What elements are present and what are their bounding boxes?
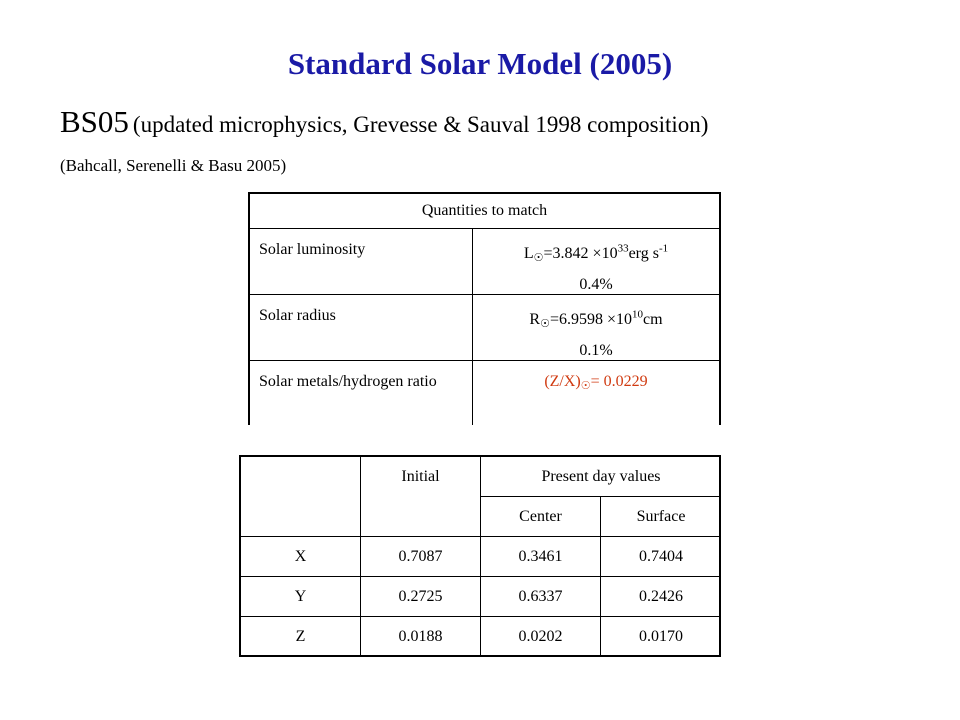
row-uncertainty: 0.4% bbox=[579, 276, 613, 293]
model-description: (updated microphysics, Grevesse & Sauval… bbox=[132, 112, 709, 137]
row-element: Z bbox=[295, 628, 306, 645]
grid-line bbox=[241, 616, 721, 617]
row-center: 0.6337 bbox=[518, 588, 563, 605]
row-surface: 0.0170 bbox=[639, 628, 683, 645]
abundance-table: Initial Present day values Center Surfac… bbox=[239, 455, 721, 657]
row-label: Solar radius bbox=[259, 307, 336, 324]
model-name: BS05 bbox=[60, 104, 129, 139]
row-uncertainty: 0.1% bbox=[579, 342, 613, 359]
header-center: Center bbox=[519, 508, 562, 525]
row-center: 0.3461 bbox=[518, 548, 563, 565]
row-element: X bbox=[294, 548, 307, 565]
row-value: (Z/X)☉= 0.0229 bbox=[544, 373, 648, 392]
table-header: Quantities to match bbox=[250, 194, 719, 229]
row-label: Solar luminosity bbox=[259, 241, 366, 258]
sun-symbol-icon: ☉ bbox=[533, 252, 544, 264]
column-divider bbox=[472, 229, 473, 425]
grid-line bbox=[480, 496, 721, 497]
model-subtitle: BS05 (updated microphysics, Grevesse & S… bbox=[60, 104, 708, 140]
row-element: Y bbox=[294, 588, 307, 605]
citation: (Bahcall, Serenelli & Basu 2005) bbox=[60, 156, 287, 175]
row-initial: 0.2725 bbox=[398, 588, 443, 605]
row-initial: 0.0188 bbox=[398, 628, 443, 645]
grid-line bbox=[360, 457, 361, 655]
row-center: 0.0202 bbox=[518, 628, 563, 645]
grid-line bbox=[241, 536, 721, 537]
sun-symbol-icon: ☉ bbox=[540, 318, 550, 330]
quantities-to-match-table: Quantities to match Solar luminosity L☉=… bbox=[248, 192, 721, 425]
sun-symbol-icon: ☉ bbox=[580, 380, 591, 392]
row-value: R☉=6.9598 ×1010cm 0.1% bbox=[473, 305, 719, 366]
row-surface: 0.2426 bbox=[639, 588, 683, 605]
row-surface: 0.7404 bbox=[639, 548, 683, 565]
header-initial: Initial bbox=[401, 468, 440, 485]
row-label: Solar metals/hydrogen ratio bbox=[259, 373, 437, 390]
grid-line bbox=[480, 457, 481, 655]
grid-line bbox=[241, 576, 721, 577]
row-value: L☉=3.842 ×1033erg s-1 0.4% bbox=[473, 239, 719, 300]
table-row: Solar metals/hydrogen ratio (Z/X)☉= 0.02… bbox=[250, 361, 719, 425]
table-row: Solar radius R☉=6.9598 ×1010cm 0.1% bbox=[250, 295, 719, 361]
slide-title: Standard Solar Model (2005) bbox=[287, 46, 673, 81]
table-row: Solar luminosity L☉=3.842 ×1033erg s-1 0… bbox=[250, 229, 719, 295]
header-present-day: Present day values bbox=[541, 468, 661, 485]
row-initial: 0.7087 bbox=[398, 548, 443, 565]
header-surface: Surface bbox=[636, 508, 686, 525]
